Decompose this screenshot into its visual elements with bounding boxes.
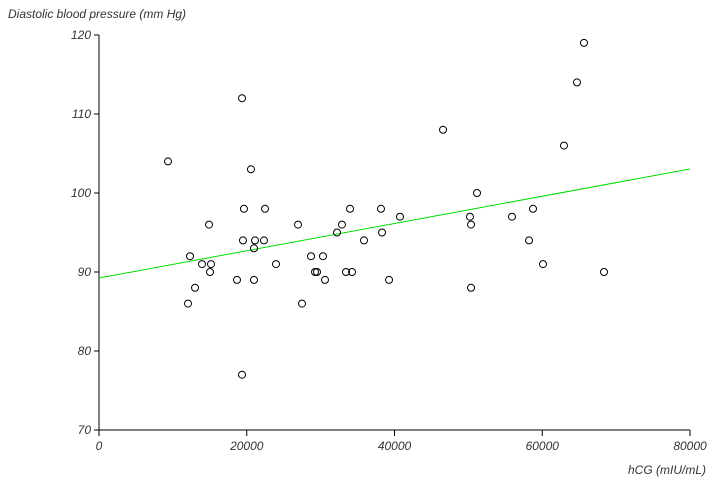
data-point <box>341 268 350 276</box>
data-point <box>238 236 247 245</box>
data-point <box>395 212 404 221</box>
data-point <box>378 228 387 237</box>
y-axis-label: Diastolic blood pressure (mm Hg) <box>8 7 186 21</box>
data-point <box>600 268 609 276</box>
data-point <box>346 204 355 213</box>
data-point <box>318 252 327 261</box>
data-point <box>439 125 448 134</box>
data-point <box>311 268 320 276</box>
data-point <box>333 228 342 237</box>
data-point <box>538 260 547 269</box>
x-tick-label: 60000 <box>526 439 560 453</box>
data-point <box>579 38 588 47</box>
x-axis-label: hCG (mIU/mL) <box>628 463 706 477</box>
data-point <box>466 212 475 221</box>
data-point <box>385 275 394 284</box>
data-point <box>337 220 346 229</box>
data-point <box>204 220 213 229</box>
data-point <box>186 252 195 261</box>
data-point <box>467 220 476 229</box>
data-point <box>294 220 303 229</box>
data-point <box>251 236 260 245</box>
data-point <box>376 204 385 213</box>
y-tick-label: 70 <box>78 423 92 437</box>
data-point <box>249 275 258 284</box>
y-tick-label: 100 <box>71 186 91 200</box>
data-point <box>184 299 193 308</box>
data-point <box>163 157 172 166</box>
data-point <box>559 141 568 150</box>
data-point <box>259 236 268 245</box>
data-point <box>260 204 269 213</box>
y-tick-label: 120 <box>71 28 91 42</box>
x-tick-label: 20000 <box>229 439 264 453</box>
data-point <box>348 268 357 276</box>
x-tick-label: 0 <box>96 439 103 453</box>
data-point <box>525 236 534 245</box>
data-point <box>359 236 368 245</box>
data-point <box>191 283 200 292</box>
y-tick-label: 90 <box>78 265 92 279</box>
data-point <box>238 94 247 103</box>
data-point <box>238 370 247 379</box>
x-tick-label: 40000 <box>378 439 412 453</box>
data-point <box>307 252 316 261</box>
data-point <box>197 260 206 269</box>
data-point <box>313 268 322 276</box>
data-point <box>507 212 516 221</box>
data-point <box>529 204 538 213</box>
data-point <box>206 268 215 276</box>
data-point <box>239 204 248 213</box>
data-point <box>272 260 281 269</box>
x-tick-label: 80000 <box>673 439 707 453</box>
data-point <box>232 275 241 284</box>
data-point <box>467 283 476 292</box>
regression-line <box>98 168 691 279</box>
data-point <box>473 189 482 197</box>
data-point <box>298 299 307 308</box>
data-point <box>572 78 581 87</box>
data-point <box>206 260 215 269</box>
data-point <box>246 165 255 174</box>
data-point <box>320 275 329 284</box>
y-tick-label: 110 <box>72 107 91 121</box>
y-tick-label: 80 <box>78 344 92 358</box>
data-point <box>249 244 258 253</box>
